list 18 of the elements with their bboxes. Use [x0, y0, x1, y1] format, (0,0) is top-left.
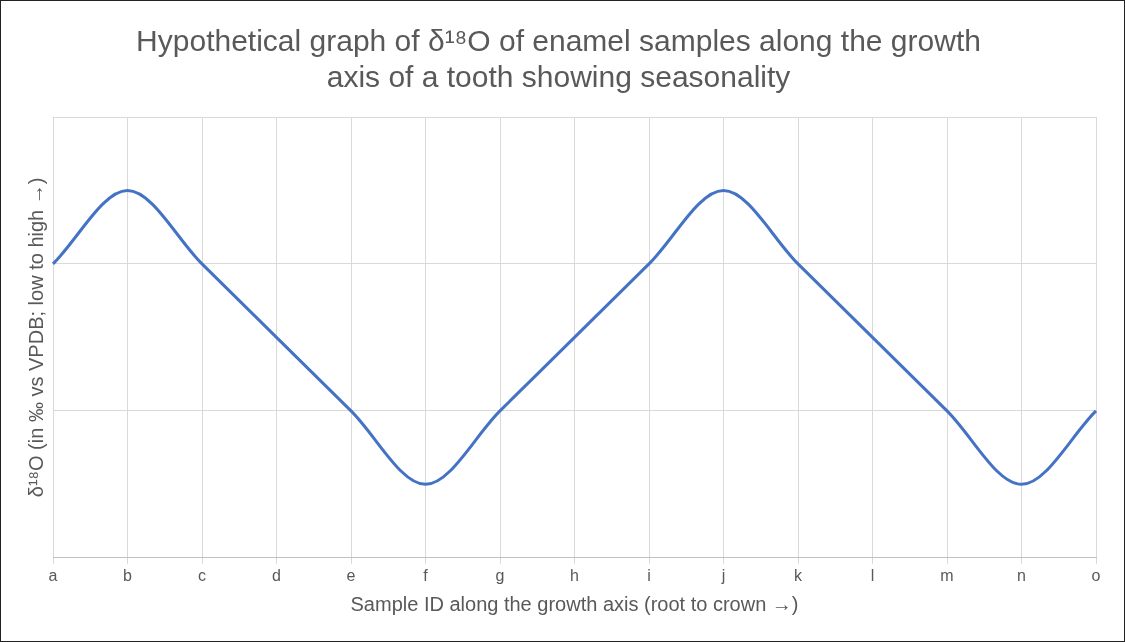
x-tick-label: h	[570, 566, 579, 584]
x-tick-label: l	[870, 566, 875, 584]
x-tick-label: o	[1091, 566, 1101, 584]
x-tick-label: m	[940, 566, 954, 584]
x-tick-label: g	[495, 566, 505, 584]
x-tick-label: c	[198, 566, 206, 584]
x-tick-label: i	[647, 566, 651, 584]
x-tick-label: e	[346, 566, 356, 584]
x-axis-title: Sample ID along the growth axis (root to crown →)	[350, 592, 799, 615]
x-tick-label: n	[1017, 566, 1026, 584]
x-tick-label: a	[48, 566, 58, 584]
chart-title: Hypothetical graph of δ¹⁸O of enamel samples along the growth axis of a tooth showing seasonality	[136, 24, 981, 94]
x-tick-label: j	[720, 566, 726, 584]
x-tick-label: d	[272, 566, 281, 584]
y-axis-title: δ¹⁸O (in ‰ vs VPDB; low to high →)	[24, 177, 47, 498]
x-tick-label: b	[123, 566, 133, 584]
x-tick-label: f	[423, 566, 429, 584]
x-tick-label: k	[794, 566, 803, 584]
